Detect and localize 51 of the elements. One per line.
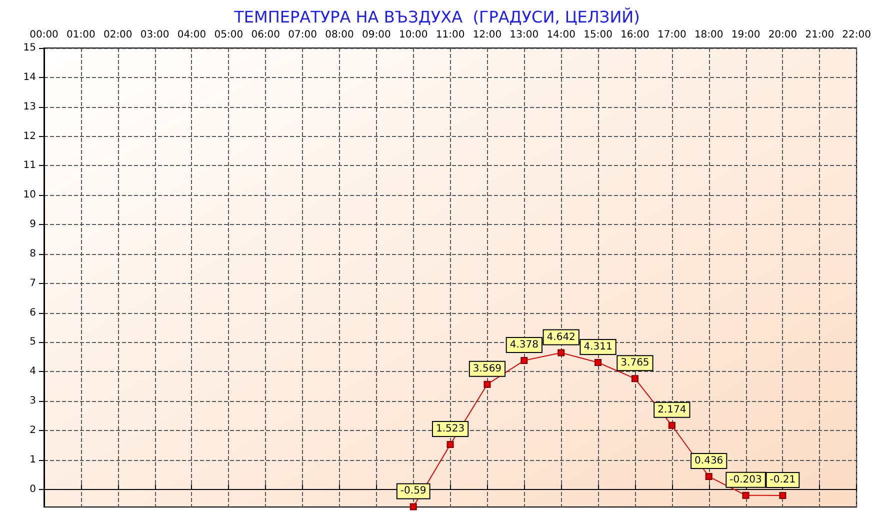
x-tick-label: 00:00 (30, 30, 58, 40)
data-label: 2.174 (658, 404, 686, 416)
x-tick-label: 20:00 (768, 30, 798, 40)
data-label: 4.311 (584, 342, 612, 353)
x-tick-label: 06:00 (251, 30, 280, 40)
x-tick-label: 01:00 (66, 30, 96, 40)
y-tick-label: 9 (30, 219, 36, 230)
x-tick-label: 10:00 (398, 30, 428, 40)
x-tick-label: 22:00 (842, 30, 872, 40)
y-tick-label: 4 (30, 366, 36, 378)
data-label: -0.203 (730, 474, 762, 486)
x-tick-label: 04:00 (177, 30, 206, 40)
x-tick-label: 09:00 (362, 30, 391, 40)
x-tick-label: 13:00 (510, 30, 539, 40)
data-label: -0.21 (770, 474, 796, 486)
y-tick-label: 8 (30, 248, 36, 260)
x-tick-label: 08:00 (325, 30, 354, 40)
y-tick-label: 11 (23, 160, 36, 172)
data-label: 4.378 (510, 340, 538, 351)
x-tick-label: 19:00 (731, 30, 760, 40)
x-tick-label: 14:00 (546, 30, 576, 40)
x-tick-label: 05:00 (214, 30, 244, 40)
data-label: 3.765 (620, 358, 650, 369)
data-label: -0.59 (400, 486, 426, 497)
y-tick-label: 5 (30, 336, 36, 348)
x-tick-label: 03:00 (140, 30, 170, 40)
chart-title: ТЕМПЕРАТУРА НА ВЪЗДУХА (ГРАДУСИ, ЦЕЛЗИЙ) (233, 8, 640, 26)
y-tick-label: 0 (30, 484, 36, 495)
x-tick-label: 17:00 (657, 30, 686, 40)
data-label: 3.569 (472, 363, 502, 374)
x-tick-label: 07:00 (288, 30, 317, 40)
y-tick-label: 14 (23, 72, 36, 83)
x-tick-label: 15:00 (584, 30, 612, 40)
x-tick-label: 21:00 (805, 30, 834, 40)
y-tick-label: 2 (30, 425, 36, 436)
x-tick-label: 12:00 (472, 30, 502, 40)
data-label: 0.436 (694, 456, 724, 467)
y-tick-label: 12 (23, 130, 36, 142)
x-tick-label: 11:00 (436, 30, 465, 40)
y-tick-label: 1 (30, 454, 36, 466)
y-tick-label: 3 (30, 396, 36, 407)
x-tick-label: 18:00 (694, 30, 724, 40)
y-tick-label: 15 (23, 42, 36, 54)
x-tick-label: 16:00 (620, 30, 650, 40)
y-tick-label: 13 (23, 101, 36, 112)
y-tick-label: 10 (23, 190, 36, 201)
x-tick-label: 02:00 (103, 30, 132, 40)
y-tick-label: 7 (30, 278, 36, 289)
y-tick-label: 6 (30, 307, 36, 318)
data-label: 4.642 (546, 332, 576, 343)
data-label: 1.523 (436, 424, 465, 435)
